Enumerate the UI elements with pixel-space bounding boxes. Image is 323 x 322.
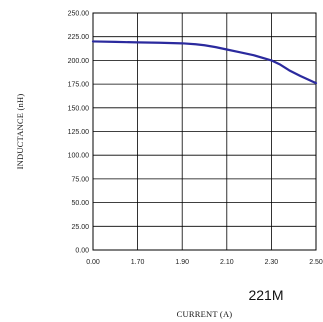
x-tick-label: 2.10 <box>220 259 234 266</box>
y-tick-label: 175.00 <box>68 82 90 89</box>
x-tick-label: 0.00 <box>86 259 100 266</box>
y-tick-labels: 0.00 25.00 50.00 75.00 100.00 125.00 150.00 175… <box>68 11 90 255</box>
y-tick-label: 75.00 <box>71 176 89 183</box>
x-tick-label: 2.50 <box>309 259 323 266</box>
x-tick-label: 1.90 <box>175 259 189 266</box>
x-tick-label: 1.70 <box>131 259 145 266</box>
model-annotation: 221M <box>248 287 283 303</box>
x-tick-labels: 0.00 1.70 1.90 2.10 2.30 2.50 <box>86 259 323 266</box>
x-tick-label: 2.30 <box>265 259 279 266</box>
x-axis-label: CURRENT (A) <box>177 309 233 319</box>
y-tick-label: 225.00 <box>68 34 90 41</box>
y-tick-label: 100.00 <box>68 153 90 160</box>
y-tick-label: 150.00 <box>68 105 90 112</box>
grid <box>92 12 317 251</box>
series-line <box>91 40 318 85</box>
y-tick-label: 25.00 <box>71 224 89 231</box>
y-tick-label: 200.00 <box>68 58 90 65</box>
y-axis-label: INDUCTANCE (nH) <box>15 94 25 170</box>
y-tick-label: 125.00 <box>68 129 90 136</box>
y-tick-label: 50.00 <box>71 200 89 207</box>
y-tick-label: 250.00 <box>68 11 90 18</box>
y-tick-label: 0.00 <box>75 248 89 255</box>
plot-frame <box>92 12 317 251</box>
